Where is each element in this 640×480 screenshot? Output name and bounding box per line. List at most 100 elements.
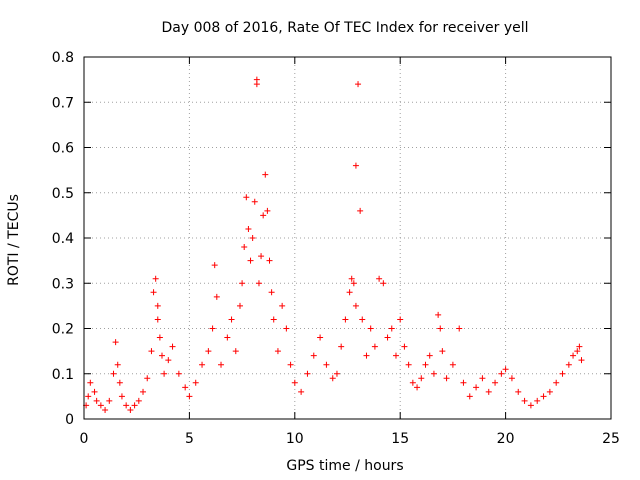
data-point (574, 348, 581, 355)
data-point (439, 348, 446, 355)
data-point (283, 325, 290, 332)
data-point (492, 379, 499, 386)
data-point (479, 375, 486, 382)
data-point (169, 343, 176, 350)
data-point (224, 334, 231, 341)
data-point (508, 375, 515, 382)
data-point (148, 348, 155, 355)
data-point (502, 366, 509, 373)
x-tick-labels: 0 5 10 15 20 25 (80, 431, 620, 447)
data-point (437, 325, 444, 332)
data-point (570, 352, 577, 359)
data-point (154, 316, 161, 323)
data-point (418, 375, 425, 382)
x-tick-label: 25 (602, 431, 620, 447)
data-point (205, 348, 212, 355)
data-point (262, 171, 269, 178)
data-point (578, 357, 585, 364)
data-point (329, 375, 336, 382)
data-point (135, 397, 142, 404)
data-point (310, 352, 317, 359)
y-tick-label: 0.8 (52, 50, 74, 66)
data-point (435, 311, 442, 318)
data-point (456, 325, 463, 332)
data-point (317, 334, 324, 341)
x-tick-label: 10 (286, 431, 304, 447)
data-point (352, 302, 359, 309)
data-point (392, 352, 399, 359)
data-point (304, 370, 311, 377)
data-point (498, 370, 505, 377)
y-tick-labels: 0 0.1 0.2 0.3 0.4 0.5 0.6 0.7 0.8 (52, 50, 74, 428)
data-point (158, 352, 165, 359)
data-point (359, 316, 366, 323)
data-point (241, 244, 248, 251)
data-point (352, 162, 359, 169)
data-point (270, 316, 277, 323)
data-point (279, 302, 286, 309)
y-tick-label: 0.2 (52, 322, 74, 338)
data-point (154, 302, 161, 309)
data-point (553, 379, 560, 386)
data-point (426, 352, 433, 359)
data-point (460, 379, 467, 386)
data-point (414, 384, 421, 391)
data-point (213, 293, 220, 300)
data-point (266, 257, 273, 264)
data-point (161, 370, 168, 377)
data-point (346, 289, 353, 296)
data-point (253, 81, 260, 88)
data-point (97, 402, 104, 409)
data-point (384, 334, 391, 341)
y-tick-label: 0.5 (52, 186, 74, 202)
data-point (323, 361, 330, 368)
data-point (218, 361, 225, 368)
grid-lines (84, 57, 611, 419)
data-point (123, 402, 130, 409)
data-point (258, 253, 265, 260)
data-point (114, 361, 121, 368)
data-point (287, 361, 294, 368)
data-point (397, 316, 404, 323)
data-point (87, 379, 94, 386)
data-point (401, 343, 408, 350)
data-point (264, 207, 271, 214)
data-point (110, 370, 117, 377)
data-point (298, 388, 305, 395)
data-point (239, 280, 246, 287)
data-point (409, 379, 416, 386)
data-point (333, 370, 340, 377)
y-tick-label: 0 (65, 412, 74, 428)
data-point (199, 361, 206, 368)
data-point (243, 194, 250, 201)
data-point (367, 325, 374, 332)
data-point (236, 302, 243, 309)
data-point (576, 343, 583, 350)
data-point (150, 289, 157, 296)
y-tick-label: 0.7 (52, 95, 74, 111)
data-point (118, 393, 125, 400)
data-point (260, 212, 267, 219)
data-point (182, 384, 189, 391)
y-tick-label: 0.6 (52, 141, 74, 157)
data-point (255, 280, 262, 287)
data-point (232, 348, 239, 355)
data-point (363, 352, 370, 359)
data-point (540, 393, 547, 400)
data-point (127, 406, 134, 413)
data-point (405, 361, 412, 368)
data-point (91, 388, 98, 395)
data-point (131, 402, 138, 409)
x-tick-label: 20 (497, 431, 515, 447)
data-point (291, 379, 298, 386)
x-axis-label: GPS time / hours (286, 458, 403, 474)
data-points (83, 76, 585, 413)
data-point (175, 370, 182, 377)
data-point (388, 325, 395, 332)
data-point (251, 198, 258, 205)
data-point (209, 325, 216, 332)
y-tick-label: 0.4 (52, 231, 74, 247)
data-point (245, 225, 252, 232)
data-point (102, 406, 109, 413)
